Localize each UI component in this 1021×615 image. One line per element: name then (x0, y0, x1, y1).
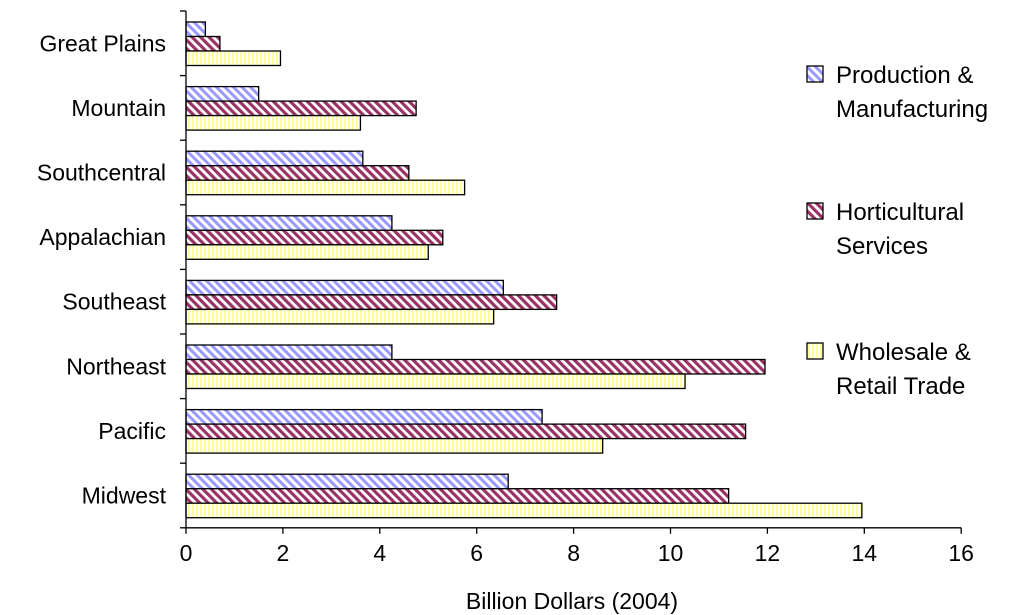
legend-swatch-horticultural-services (806, 202, 824, 220)
x-axis-title: Billion Dollars (2004) (466, 588, 678, 614)
bar-pacific-wholesale-retail-trade (185, 437, 604, 454)
category-label-great-plains: Great Plains (39, 30, 166, 56)
legend-label-wholesale-retail-trade-line-1: Wholesale & (836, 339, 971, 366)
x-tick-label-16: 16 (948, 540, 974, 566)
x-tick-label-6: 6 (470, 540, 483, 566)
x-tick-label-14: 14 (852, 540, 878, 566)
x-tick-label-2: 2 (277, 540, 290, 566)
x-tick-label-10: 10 (658, 540, 684, 566)
plot-area: Great Plains Mountain Southcentral Appalach… (37, 10, 974, 566)
bar-midwest-horticultural-services (185, 488, 730, 504)
legend-label-production-manufacturing-line-2: Manufacturing (836, 96, 988, 123)
bar-northeast-production-manufacturing (185, 344, 393, 361)
bar-southeast-wholesale-retail-trade (185, 308, 495, 325)
legend-label-horticultural-services-line-1: Horticultural (836, 199, 964, 226)
bar-southcentral-horticultural-services (185, 165, 410, 181)
category-label-appalachian: Appalachian (39, 224, 166, 250)
category-label-northeast: Northeast (66, 353, 166, 379)
x-tick-label-8: 8 (567, 540, 580, 566)
bar-great-plains-production-manufacturing (185, 21, 207, 38)
category-label-pacific: Pacific (98, 418, 166, 444)
bar-pacific-horticultural-services (185, 423, 747, 440)
bar-southcentral-production-manufacturing (185, 150, 364, 167)
bar-great-plains-wholesale-retail-trade (185, 50, 282, 67)
bar-southeast-horticultural-services (185, 294, 558, 311)
x-tick-label-4: 4 (373, 540, 386, 566)
bar-midwest-production-manufacturing (185, 473, 509, 490)
category-label-southeast: Southeast (62, 289, 166, 315)
bar-appalachian-wholesale-retail-trade (185, 244, 429, 260)
bar-mountain-production-manufacturing (185, 85, 260, 102)
legend-label-horticultural-services-line-2: Services (836, 233, 928, 260)
bar-midwest-wholesale-retail-trade (185, 502, 863, 519)
bar-southcentral-wholesale-retail-trade (185, 179, 466, 196)
legend-label-production-manufacturing-line-1: Production & (836, 62, 973, 89)
legend-swatch-production-manufacturing (806, 65, 824, 83)
bar-northeast-wholesale-retail-trade (185, 373, 686, 390)
bar-appalachian-production-manufacturing (185, 215, 393, 231)
legend: Production & Manufacturing Horticultural Se… (806, 62, 988, 400)
x-tick-label-12: 12 (755, 540, 781, 566)
bar-appalachian-horticultural-services (185, 229, 444, 246)
x-tick-label-0: 0 (180, 540, 193, 566)
bar-southeast-production-manufacturing (185, 279, 504, 296)
category-label-southcentral: Southcentral (37, 160, 166, 186)
bar-pacific-production-manufacturing (185, 408, 543, 425)
bar-mountain-horticultural-services (185, 100, 417, 117)
category-label-mountain: Mountain (71, 95, 166, 121)
legend-swatch-wholesale-retail-trade (806, 342, 824, 360)
bar-great-plains-horticultural-services (185, 35, 221, 52)
bar-mountain-wholesale-retail-trade (185, 114, 362, 131)
bar-northeast-horticultural-services (185, 358, 766, 375)
category-label-midwest: Midwest (82, 483, 167, 509)
legend-label-wholesale-retail-trade-line-2: Retail Trade (836, 373, 965, 400)
